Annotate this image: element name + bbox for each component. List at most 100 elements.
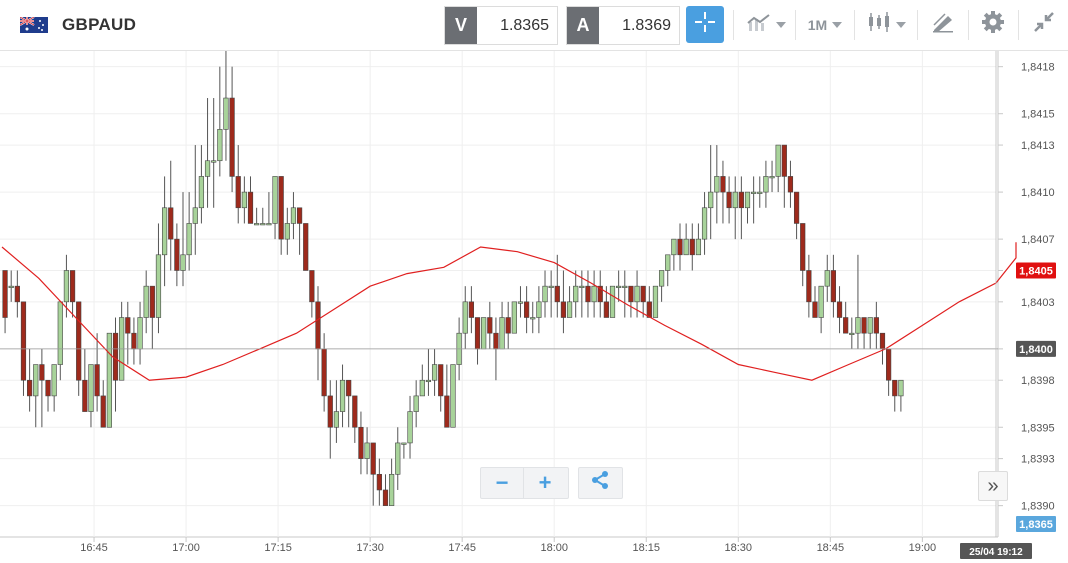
x-axis: 16:45 17:00 17:15 17:30 17:45 18:00 18:15 18:30… <box>80 537 936 554</box>
candle-body <box>193 208 198 224</box>
chart-type-button[interactable] <box>742 6 790 43</box>
candle-body <box>800 223 805 270</box>
candle <box>831 255 836 318</box>
candle <box>892 380 897 411</box>
candle <box>782 145 787 208</box>
candle <box>107 333 112 427</box>
candle-body <box>494 333 499 349</box>
candle <box>438 365 443 412</box>
timeframe-button[interactable]: 1M <box>800 6 850 43</box>
candle <box>389 459 394 506</box>
candle-body <box>665 255 670 271</box>
candle-body <box>764 176 769 192</box>
candle-body <box>125 318 130 334</box>
candle <box>187 192 192 270</box>
candle <box>598 270 603 317</box>
candle <box>837 286 842 333</box>
candle-body <box>886 349 891 380</box>
candle <box>218 67 223 177</box>
candle <box>819 286 824 333</box>
candle-body <box>659 270 664 286</box>
ask-quote[interactable]: A 1.8369 <box>566 6 680 45</box>
candle-body <box>83 380 88 411</box>
candle-body <box>432 365 437 381</box>
candle <box>205 98 210 208</box>
bid-quote[interactable]: V 1.8365 <box>444 6 558 45</box>
candle-body <box>733 192 738 208</box>
candle-body <box>672 239 677 255</box>
candle <box>224 51 229 161</box>
candle-body <box>168 208 173 239</box>
candle-body <box>383 490 388 506</box>
candle-body <box>273 176 278 223</box>
candle-body <box>21 302 26 380</box>
candle-body <box>794 192 799 223</box>
candle-body <box>856 318 861 334</box>
crosshair-button[interactable] <box>686 6 724 43</box>
chart-toolbar: GBPAUD V 1.8365 A 1.8369 <box>0 0 1068 51</box>
candle <box>524 286 529 333</box>
candle <box>518 286 523 317</box>
candle-body <box>641 286 646 302</box>
candle-body <box>46 380 51 396</box>
candle-body <box>837 302 842 318</box>
settings-button[interactable] <box>974 6 1012 43</box>
candle <box>248 176 253 223</box>
zoom-out-button[interactable]: − <box>481 468 523 498</box>
candle <box>843 302 848 333</box>
candle <box>647 286 652 317</box>
candle-body <box>340 380 345 411</box>
candle-body <box>813 302 818 318</box>
candle-body <box>199 176 204 207</box>
crosshair-time-text: 25/04 19:12 <box>969 547 1023 558</box>
last-price-tag-text: 1,8365 <box>1019 519 1053 531</box>
crosshair-time-tag: 25/04 19:12 <box>960 543 1032 559</box>
candle <box>690 223 695 270</box>
candle-body <box>58 302 63 365</box>
candle-body <box>70 270 75 301</box>
last-price-tag: 1,8365 <box>1016 516 1056 532</box>
candle <box>659 270 664 301</box>
candle <box>113 318 118 412</box>
candle <box>850 318 855 349</box>
candle-body <box>739 192 744 208</box>
candle <box>236 145 241 223</box>
candle <box>119 302 124 380</box>
candle <box>267 192 272 225</box>
candle <box>395 427 400 490</box>
candle <box>708 145 713 239</box>
candle-body <box>580 286 585 288</box>
zoom-out-icon: − <box>496 470 509 496</box>
candle-body <box>150 286 155 317</box>
candle <box>33 365 38 428</box>
candle <box>125 302 130 365</box>
chevron-down-icon <box>896 22 906 28</box>
scroll-right-button[interactable]: » <box>978 471 1008 501</box>
candle <box>702 192 707 255</box>
zoom-in-button[interactable]: + <box>524 468 566 498</box>
collapse-button[interactable] <box>1025 6 1063 43</box>
candle <box>291 192 296 239</box>
candle-body <box>573 286 578 302</box>
candle-body <box>291 208 296 224</box>
bid-tag: V <box>445 7 477 44</box>
candle <box>365 427 370 474</box>
current-price-tag: 1,8405 <box>1016 262 1056 278</box>
candle <box>825 255 830 302</box>
toolbar-divider <box>917 10 918 40</box>
candle <box>616 270 621 301</box>
share-button[interactable] <box>579 468 621 498</box>
candle <box>653 286 658 317</box>
toolbar-divider <box>854 10 855 40</box>
candle-body <box>487 318 492 334</box>
indicator-button[interactable] <box>860 6 912 43</box>
candle <box>40 349 45 427</box>
candle-body <box>224 98 229 129</box>
candle <box>9 270 14 301</box>
candle <box>58 302 63 380</box>
candle-body <box>236 176 241 207</box>
crosshair-price-tag-text: 1,8400 <box>1019 344 1053 356</box>
candle <box>230 67 235 192</box>
candle-body <box>254 223 259 225</box>
drawing-tools-button[interactable] <box>924 6 962 43</box>
